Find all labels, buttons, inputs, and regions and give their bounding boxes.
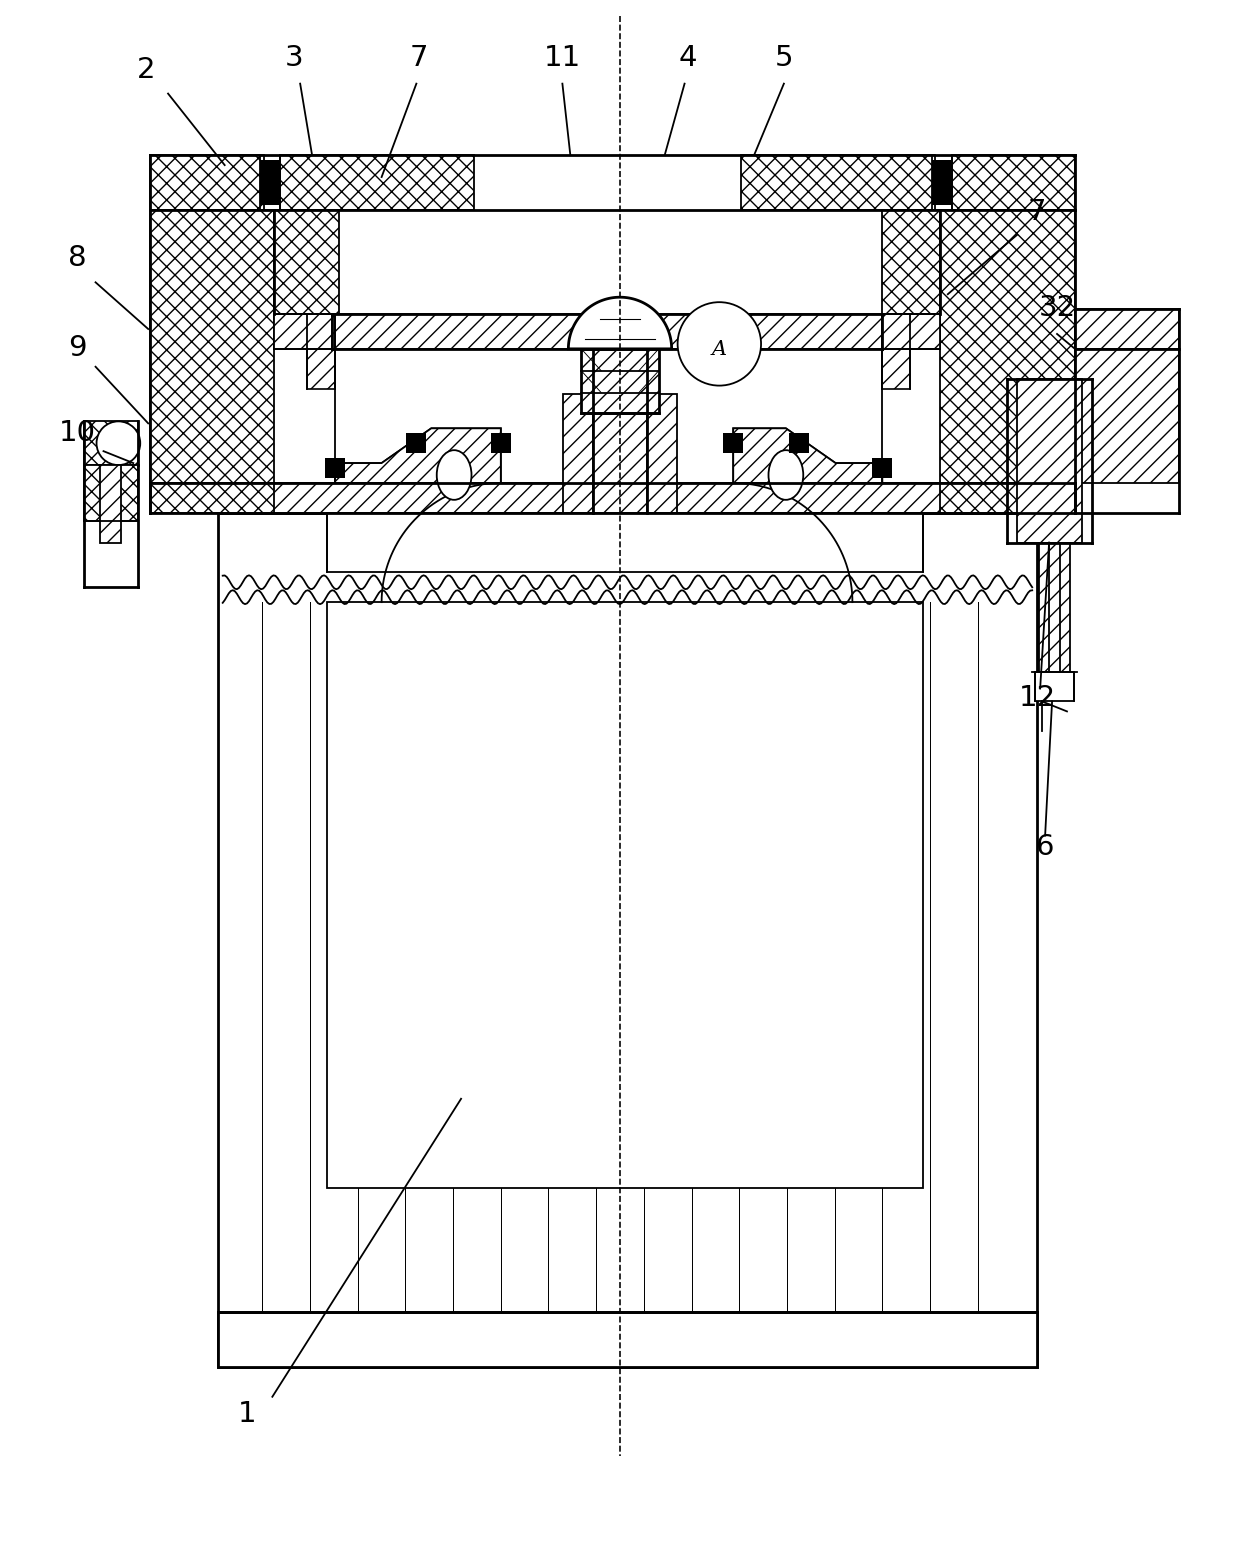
Text: A: A bbox=[712, 341, 727, 359]
Bar bbox=[218, 513, 1037, 1367]
Bar bbox=[274, 314, 332, 348]
Bar bbox=[1075, 310, 1179, 348]
Bar bbox=[742, 156, 935, 210]
Bar bbox=[327, 603, 923, 1188]
Bar bbox=[83, 421, 138, 465]
Bar bbox=[882, 314, 940, 348]
Polygon shape bbox=[335, 428, 501, 482]
Text: 6: 6 bbox=[1035, 834, 1054, 861]
Bar bbox=[491, 433, 511, 453]
Bar bbox=[325, 458, 345, 478]
Polygon shape bbox=[335, 428, 501, 482]
Text: 12: 12 bbox=[1018, 684, 1055, 712]
Bar bbox=[150, 156, 264, 210]
Text: 5: 5 bbox=[775, 43, 794, 72]
Bar bbox=[407, 433, 427, 453]
Bar bbox=[1075, 348, 1179, 482]
Text: 2: 2 bbox=[136, 55, 155, 83]
Bar bbox=[1017, 379, 1081, 542]
Bar bbox=[327, 513, 923, 572]
Bar bbox=[932, 160, 952, 205]
Polygon shape bbox=[733, 428, 882, 482]
Bar bbox=[882, 210, 940, 314]
Text: 11: 11 bbox=[544, 43, 582, 72]
Text: 7: 7 bbox=[1028, 197, 1047, 225]
Bar bbox=[1035, 672, 1074, 701]
Bar bbox=[563, 393, 677, 513]
Ellipse shape bbox=[769, 450, 804, 499]
Bar bbox=[940, 482, 1075, 513]
Bar bbox=[789, 433, 808, 453]
Bar bbox=[150, 482, 274, 513]
Text: 8: 8 bbox=[68, 245, 87, 273]
Ellipse shape bbox=[436, 450, 471, 499]
Bar bbox=[99, 465, 122, 542]
Bar bbox=[582, 359, 658, 413]
Bar bbox=[83, 465, 138, 521]
Circle shape bbox=[677, 302, 761, 385]
Text: 3: 3 bbox=[285, 43, 304, 72]
Bar bbox=[952, 156, 1075, 210]
Text: 32: 32 bbox=[1038, 294, 1075, 322]
Bar bbox=[332, 314, 882, 348]
Text: 10: 10 bbox=[60, 419, 97, 447]
Bar bbox=[308, 314, 335, 388]
Bar bbox=[280, 156, 474, 210]
Bar bbox=[593, 348, 647, 513]
Bar bbox=[723, 433, 743, 453]
Bar bbox=[582, 348, 658, 413]
Circle shape bbox=[97, 421, 140, 465]
Bar bbox=[260, 160, 280, 205]
Text: 1: 1 bbox=[238, 1399, 257, 1427]
Bar bbox=[882, 314, 910, 388]
Polygon shape bbox=[733, 428, 882, 482]
Bar bbox=[150, 210, 274, 482]
Text: 7: 7 bbox=[410, 43, 429, 72]
Text: 4: 4 bbox=[678, 43, 697, 72]
Bar bbox=[940, 210, 1075, 482]
Text: 9: 9 bbox=[68, 334, 87, 362]
Bar bbox=[150, 482, 1075, 513]
Bar bbox=[218, 1313, 1037, 1367]
Bar bbox=[274, 210, 339, 314]
Polygon shape bbox=[568, 297, 672, 348]
Bar bbox=[872, 458, 892, 478]
Bar bbox=[1039, 542, 1070, 672]
